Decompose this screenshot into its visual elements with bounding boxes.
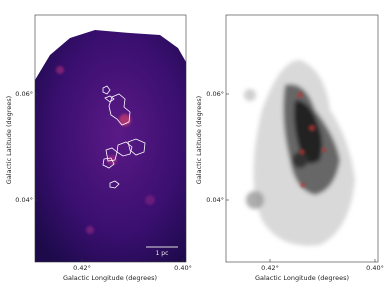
left-frame: [34, 14, 187, 263]
x-axis-label: Galactic Longitude (degrees): [63, 274, 157, 282]
left-image: 1 pc: [35, 15, 186, 262]
y-tick-label: 0.04°: [206, 196, 224, 204]
y-axis-label: Galactic Latitude (degrees): [5, 96, 13, 184]
x-tick-label: 0.40°: [366, 264, 384, 272]
y-tick-label: 0.04°: [15, 196, 33, 204]
x-tick-label: 0.40°: [174, 264, 192, 272]
contours: [102, 85, 146, 189]
x-tick-label: 0.42°: [261, 264, 279, 272]
scale-bar-label: 1 pc: [156, 250, 169, 257]
right-frame: [225, 14, 379, 263]
y-tick-label: 0.06°: [206, 90, 224, 98]
y-axis-label: Galactic Latitude (degrees): [195, 96, 203, 184]
y-tick-label: 0.06°: [15, 90, 33, 98]
x-axis-label: Galactic Longitude (degrees): [255, 274, 349, 282]
x-tick-label: 0.42°: [73, 264, 91, 272]
right-image: [226, 15, 378, 262]
